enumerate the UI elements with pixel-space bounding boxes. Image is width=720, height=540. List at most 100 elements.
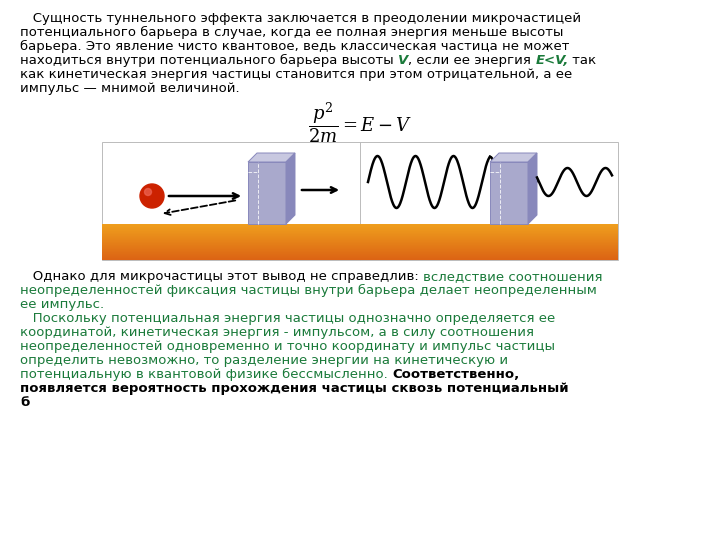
- Bar: [102, 253, 360, 254]
- Bar: [102, 248, 360, 249]
- Polygon shape: [248, 153, 295, 162]
- Bar: [102, 226, 360, 227]
- Bar: [360, 244, 618, 245]
- Text: определить невозможно, то разделение энергии на кинетическую и: определить невозможно, то разделение эне…: [20, 354, 508, 367]
- Bar: [102, 244, 360, 245]
- Bar: [490, 162, 528, 224]
- Bar: [360, 247, 618, 248]
- Text: вследствие соотношения: вследствие соотношения: [423, 270, 603, 283]
- Bar: [360, 255, 618, 256]
- Bar: [360, 237, 618, 238]
- Text: как кинетическая энергия частицы становится при этом отрицательной, а ее: как кинетическая энергия частицы станови…: [20, 68, 572, 81]
- Bar: [360, 224, 618, 225]
- Bar: [360, 246, 618, 247]
- Bar: [360, 226, 618, 227]
- Text: потенциальную в квантовой физике бессмысленно.: потенциальную в квантовой физике бессмыс…: [20, 368, 392, 381]
- Bar: [102, 243, 360, 244]
- Bar: [360, 228, 618, 229]
- Bar: [102, 254, 360, 255]
- Bar: [102, 251, 360, 252]
- Bar: [360, 243, 618, 244]
- Bar: [102, 235, 360, 236]
- Text: Однако для микрочастицы этот вывод не справедлив:: Однако для микрочастицы этот вывод не сп…: [20, 270, 423, 283]
- Bar: [248, 162, 286, 224]
- Bar: [360, 240, 618, 241]
- Bar: [102, 240, 360, 241]
- Bar: [102, 258, 360, 259]
- Text: $\dfrac{p^2}{2m} = E - V$: $\dfrac{p^2}{2m} = E - V$: [308, 100, 412, 145]
- Bar: [102, 229, 360, 230]
- Bar: [102, 233, 360, 234]
- Text: ее импульс.: ее импульс.: [20, 298, 104, 311]
- Bar: [102, 232, 360, 233]
- Bar: [102, 234, 360, 235]
- Bar: [360, 254, 618, 255]
- Circle shape: [140, 184, 164, 208]
- Text: , если ее энергия: , если ее энергия: [408, 54, 535, 67]
- Text: потенциального барьера в случае, когда ее полная энергия меньше высоты: потенциального барьера в случае, когда е…: [20, 26, 563, 39]
- Text: находиться внутри потенциального барьера высоты: находиться внутри потенциального барьера…: [20, 54, 398, 67]
- Bar: [360, 227, 618, 228]
- Bar: [102, 245, 360, 246]
- Bar: [102, 231, 360, 232]
- Bar: [102, 256, 360, 257]
- Bar: [360, 232, 618, 233]
- Bar: [360, 250, 618, 251]
- Text: импульс — мнимой величиной.: импульс — мнимой величиной.: [20, 82, 240, 95]
- Bar: [360, 259, 618, 260]
- Bar: [360, 242, 618, 243]
- Bar: [102, 230, 360, 231]
- Bar: [360, 249, 618, 250]
- Bar: [360, 231, 618, 232]
- Bar: [360, 256, 618, 257]
- Bar: [102, 142, 618, 260]
- Bar: [360, 225, 618, 226]
- Text: Поскольку потенциальная энергия частицы однозначно определяется ее: Поскольку потенциальная энергия частицы …: [20, 312, 555, 325]
- Bar: [360, 252, 618, 253]
- Text: барьера. Это явление чисто квантовое, ведь классическая частица не может: барьера. Это явление чисто квантовое, ве…: [20, 40, 570, 53]
- Text: так: так: [569, 54, 597, 67]
- Circle shape: [145, 188, 151, 195]
- Bar: [102, 238, 360, 239]
- Bar: [102, 237, 360, 238]
- Text: E<V,: E<V,: [535, 54, 569, 67]
- Bar: [102, 242, 360, 243]
- Bar: [360, 258, 618, 259]
- Text: Соответственно,: Соответственно,: [392, 368, 519, 381]
- Bar: [360, 235, 618, 236]
- Bar: [102, 252, 360, 253]
- Text: появляется вероятность прохождения частицы сквозь потенциальный: появляется вероятность прохождения части…: [20, 382, 569, 395]
- Bar: [102, 227, 360, 228]
- Polygon shape: [286, 153, 295, 224]
- Bar: [102, 224, 360, 225]
- Bar: [102, 255, 360, 256]
- Bar: [360, 238, 618, 239]
- Bar: [360, 233, 618, 234]
- Bar: [102, 250, 360, 251]
- Bar: [102, 257, 360, 258]
- Text: неопределенностей фиксация частицы внутри барьера делает неопределенным: неопределенностей фиксация частицы внутр…: [20, 284, 597, 297]
- Bar: [360, 234, 618, 235]
- Bar: [102, 259, 360, 260]
- Bar: [102, 246, 360, 247]
- Bar: [360, 248, 618, 249]
- Polygon shape: [490, 153, 537, 162]
- Text: б: б: [20, 396, 30, 409]
- Bar: [102, 228, 360, 229]
- Text: Сущность туннельного эффекта заключается в преодолении микрочастицей: Сущность туннельного эффекта заключается…: [20, 12, 581, 25]
- Bar: [360, 239, 618, 240]
- Text: неопределенностей одновременно и точно координату и импульс частицы: неопределенностей одновременно и точно к…: [20, 340, 555, 353]
- Bar: [102, 241, 360, 242]
- Bar: [360, 236, 618, 237]
- Bar: [360, 229, 618, 230]
- Bar: [360, 251, 618, 252]
- Bar: [360, 241, 618, 242]
- Bar: [102, 236, 360, 237]
- Bar: [102, 225, 360, 226]
- Bar: [360, 257, 618, 258]
- Bar: [102, 239, 360, 240]
- Polygon shape: [528, 153, 537, 224]
- Text: координатой, кинетическая энергия - импульсом, а в силу соотношения: координатой, кинетическая энергия - импу…: [20, 326, 534, 339]
- Bar: [360, 230, 618, 231]
- Bar: [102, 247, 360, 248]
